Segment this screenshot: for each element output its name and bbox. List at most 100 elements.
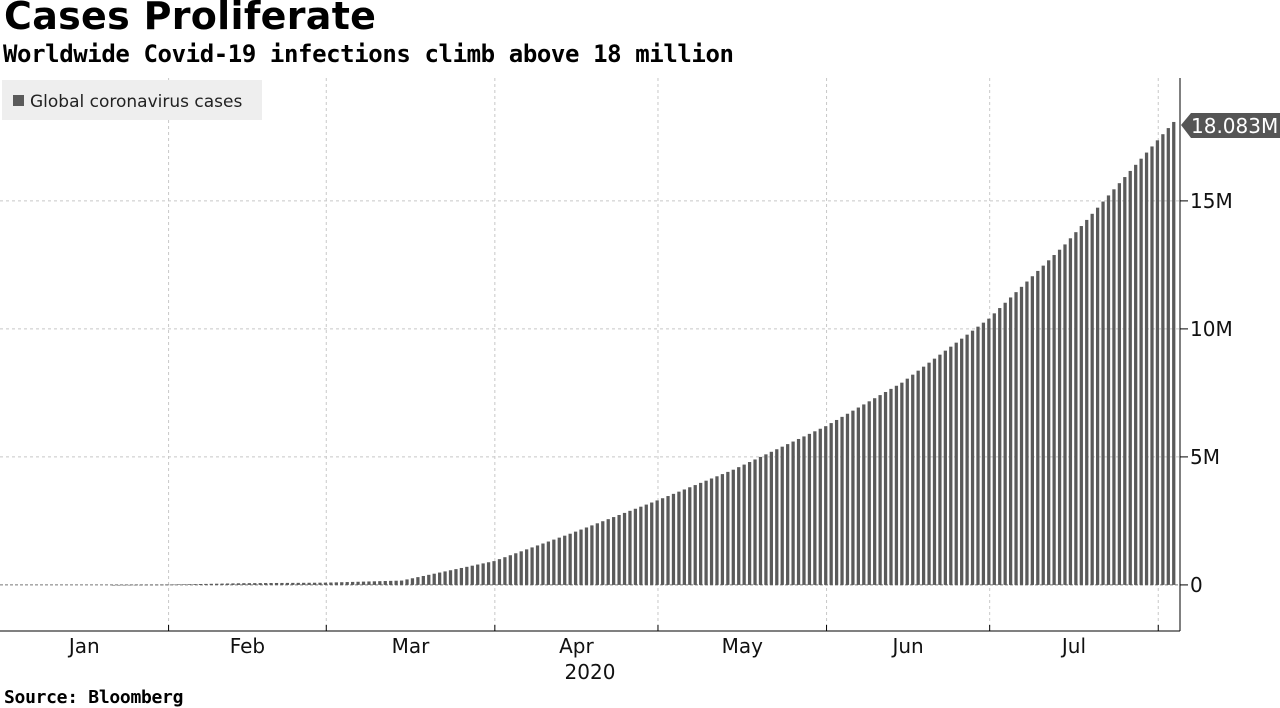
- bar: [644, 504, 648, 585]
- bar: [1090, 213, 1094, 585]
- bar: [508, 555, 512, 585]
- bar: [949, 346, 953, 585]
- legend-label: Global coronavirus cases: [30, 92, 242, 112]
- x-tick-label: Jul: [1060, 634, 1086, 658]
- bar: [269, 583, 273, 585]
- bar: [1166, 128, 1170, 585]
- bar: [356, 581, 360, 585]
- bar: [133, 584, 137, 586]
- bar: [405, 579, 409, 585]
- bar: [758, 456, 763, 585]
- bar: [323, 582, 328, 585]
- x-tick-label: Jan: [67, 634, 100, 658]
- bar: [726, 471, 730, 585]
- bar: [720, 474, 725, 585]
- bar: [1063, 244, 1067, 585]
- bar: [628, 510, 632, 585]
- bar: [573, 531, 578, 585]
- bar: [1047, 260, 1051, 585]
- bar: [345, 582, 349, 585]
- bar: [867, 401, 871, 585]
- bar: [796, 438, 801, 585]
- x-tick-label: Jun: [890, 634, 923, 658]
- bar: [617, 514, 621, 585]
- bar: [932, 358, 937, 585]
- y-tick-label: 15M: [1190, 189, 1233, 213]
- bar: [138, 584, 143, 586]
- bar: [1161, 134, 1165, 585]
- bar: [747, 462, 752, 585]
- bar: [590, 525, 594, 585]
- axes: 0 5M 10M 15M Jan Feb Mar Apr May Jun Jul: [0, 78, 1233, 658]
- bar: [878, 395, 882, 585]
- bar: [149, 584, 154, 586]
- bar: [1003, 302, 1007, 585]
- bar: [155, 584, 159, 586]
- bar: [1128, 170, 1132, 585]
- last-value-badge-shape: [1181, 113, 1280, 138]
- bar: [976, 326, 980, 585]
- bar: [220, 583, 224, 585]
- bar: [399, 580, 404, 585]
- bar: [144, 584, 148, 586]
- x-tick-label: May: [722, 634, 764, 658]
- bar: [274, 582, 279, 585]
- bar: [1079, 226, 1083, 585]
- bar: [285, 582, 290, 585]
- bar: [177, 584, 181, 586]
- bar: [1008, 297, 1013, 585]
- bar: [840, 416, 844, 585]
- bar: [351, 581, 355, 585]
- bar: [568, 533, 572, 585]
- x-axis-year-label: 2020: [565, 660, 616, 684]
- chart-subtitle: Worldwide Covid-19 infections climb abov…: [3, 40, 734, 68]
- bar: [519, 551, 523, 585]
- bar: [699, 482, 703, 585]
- bar: [258, 583, 262, 585]
- bar: [171, 584, 175, 586]
- bar: [715, 476, 719, 585]
- bar: [486, 562, 491, 585]
- bar: [1139, 158, 1143, 585]
- bar: [231, 583, 235, 585]
- bar: [622, 512, 627, 585]
- bar: [1036, 270, 1040, 585]
- bar: [1134, 164, 1138, 585]
- bar: [927, 362, 931, 585]
- bar: [525, 549, 529, 585]
- x-tick-label: Feb: [230, 634, 265, 658]
- bar: [1068, 238, 1073, 585]
- bar: [769, 451, 773, 585]
- bar: [367, 581, 371, 585]
- bar: [394, 580, 398, 585]
- bar: [595, 523, 599, 585]
- bar: [242, 583, 246, 585]
- bar: [943, 350, 947, 585]
- bar: [737, 467, 741, 585]
- bar: [209, 583, 213, 585]
- bar: [421, 575, 425, 585]
- bar: [650, 502, 654, 585]
- bar: [318, 582, 322, 585]
- bar: [1025, 281, 1029, 585]
- bar: [302, 582, 306, 585]
- bar: [829, 423, 833, 585]
- bar: [900, 382, 904, 585]
- source-note: Source: Bloomberg: [4, 687, 184, 708]
- bar: [198, 584, 203, 585]
- bar: [677, 491, 681, 585]
- last-value-badge: 18.083M: [1181, 113, 1280, 138]
- bar: [862, 404, 866, 585]
- bar: [1074, 232, 1078, 585]
- bar: [546, 541, 551, 585]
- bar: [128, 584, 132, 586]
- bar: [492, 561, 496, 585]
- y-tick-label: 10M: [1190, 317, 1233, 341]
- bar: [579, 529, 583, 585]
- bar: [742, 464, 746, 585]
- bar: [905, 378, 909, 585]
- bar: [709, 478, 714, 585]
- bar: [1101, 201, 1105, 585]
- bar: [704, 480, 708, 585]
- bar: [1123, 177, 1127, 585]
